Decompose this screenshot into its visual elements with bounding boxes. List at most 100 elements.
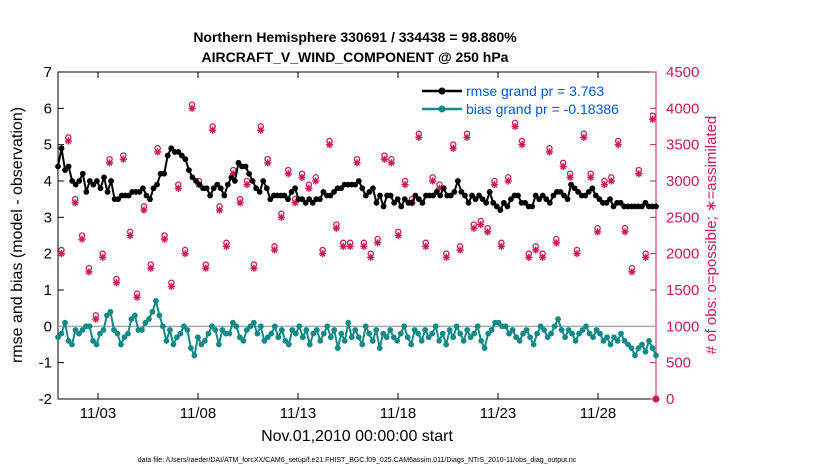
bias-point	[527, 334, 534, 341]
bias-point	[572, 337, 579, 344]
obs-assimilated-stroke	[402, 181, 409, 188]
obs-assimilated-marker	[497, 242, 505, 250]
rmse-point	[249, 178, 256, 184]
bias-point	[121, 334, 128, 341]
obs-endpoint-marker	[652, 395, 660, 403]
rmse-point	[366, 189, 373, 195]
bias-point	[621, 337, 628, 344]
rmse-point	[430, 192, 436, 199]
rmse-point	[391, 199, 398, 206]
obs-assimilated-marker	[181, 250, 189, 258]
rmse-point	[387, 192, 394, 199]
bias-point	[541, 327, 547, 333]
bias-point	[355, 334, 362, 341]
x-axis-label: Nov.01,2010 00:00:00 start	[261, 428, 453, 445]
obs-assimilated-marker	[415, 133, 423, 141]
bias-point	[579, 327, 586, 333]
rmse-point	[522, 199, 528, 206]
bias-point	[317, 337, 324, 344]
obs-assimilated-marker	[71, 199, 79, 207]
obs-assimilated-stroke	[457, 247, 464, 254]
bias-point	[551, 323, 558, 330]
bias-point	[160, 323, 166, 330]
bias-point	[394, 337, 401, 344]
rmse-point	[69, 178, 76, 184]
rmse-point	[260, 178, 267, 184]
bias-point	[198, 341, 205, 348]
obs-assimilated-stroke	[65, 138, 72, 145]
rmse-point	[362, 192, 369, 199]
x-tick-label: 11/28	[580, 405, 616, 422]
bias-point	[303, 327, 310, 333]
x-tick-label: 11/03	[80, 405, 116, 422]
bias-point	[467, 334, 474, 341]
rmse-point	[536, 196, 543, 203]
obs-assimilated-stroke	[319, 250, 326, 257]
obs-assimilated-stroke	[608, 177, 615, 185]
obs-assimilated-marker	[105, 159, 114, 167]
bias-point	[153, 298, 159, 304]
bias-point	[194, 334, 201, 341]
y-right-tick-label: 1500	[666, 282, 699, 299]
obs-assimilated-stroke	[628, 268, 635, 275]
bias-point	[569, 330, 575, 337]
bias-point	[334, 345, 341, 352]
rmse-point	[596, 196, 603, 203]
rmse-point	[316, 196, 323, 203]
obs-assimilated-stroke	[161, 236, 168, 243]
rmse-point	[373, 199, 380, 206]
bias-point	[320, 330, 327, 337]
obs-assimilated-stroke	[333, 225, 340, 232]
bias-point	[341, 337, 348, 344]
rmse-point	[433, 189, 440, 195]
bias-point	[79, 327, 86, 333]
bias-point	[149, 308, 156, 315]
rmse-point	[320, 189, 327, 195]
bias-point	[362, 323, 369, 330]
bias-point	[167, 327, 173, 333]
rmse-point	[182, 156, 189, 163]
obs-assimilated-stroke	[223, 243, 230, 250]
bias-point	[58, 330, 65, 337]
rmse-point	[504, 203, 511, 210]
rmse-point	[380, 203, 387, 210]
bias-point	[292, 330, 299, 337]
bias-point	[212, 327, 219, 333]
bias-point	[278, 327, 285, 333]
rmse-point	[493, 203, 500, 210]
legend-bias-label: bias grand pr = -0.18386	[466, 101, 619, 117]
bias-point	[481, 345, 488, 352]
bias-point	[139, 327, 145, 333]
obs-assimilated-marker	[587, 173, 595, 181]
obs-assimilated-stroke	[85, 268, 92, 275]
rmse-point	[108, 178, 114, 184]
y-left-tick-label: 5	[44, 137, 52, 154]
bias-point	[366, 330, 373, 337]
rmse-point	[224, 181, 231, 188]
obs-assimilated-stroke	[250, 265, 257, 272]
y-right-tick-label: 1000	[666, 318, 699, 335]
obs-assimilated-stroke	[244, 181, 251, 188]
obs-assimilated-marker	[284, 170, 292, 178]
bias-point	[264, 334, 271, 341]
bias-point	[352, 327, 359, 333]
bias-point	[331, 327, 338, 333]
rmse-point	[465, 199, 472, 206]
obs-assimilated-marker	[353, 159, 361, 167]
rmse-point	[214, 181, 221, 188]
obs-assimilated-stroke	[202, 265, 209, 272]
bias-point	[233, 323, 240, 330]
legend: rmse grand pr = 3.763 bias grand pr = -0…	[418, 78, 650, 118]
rmse-point	[398, 203, 405, 210]
obs-assimilated-stroke	[429, 177, 436, 185]
bias-point	[642, 348, 649, 355]
bias-point	[418, 337, 425, 344]
bias-point	[485, 330, 492, 337]
bias-point	[600, 337, 607, 344]
obs-assimilated-marker	[545, 148, 554, 156]
bias-point	[520, 330, 527, 337]
obs-assimilated-stroke	[422, 243, 429, 250]
bias-point	[170, 341, 177, 348]
bias-line	[57, 297, 657, 359]
obs-assimilated-marker	[160, 235, 169, 243]
